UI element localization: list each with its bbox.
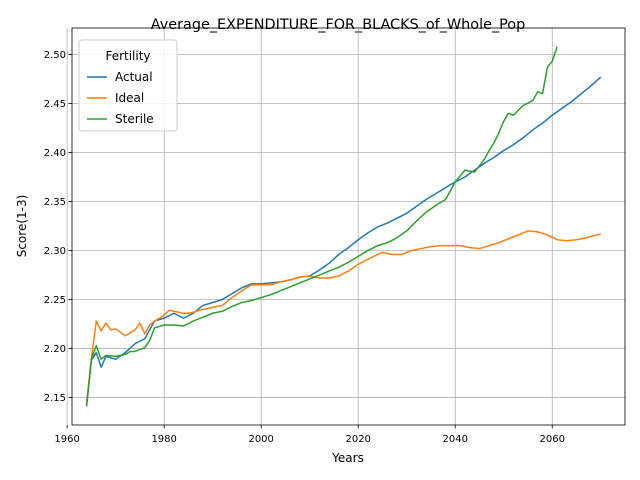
y-tick-label: 2.45 [44, 99, 66, 110]
x-tick-label: 1980 [151, 434, 176, 445]
x-tick-label: 2020 [345, 434, 370, 445]
y-tick-label: 2.40 [44, 148, 66, 159]
legend-label-actual: Actual [115, 70, 153, 84]
x-tick-label: 1960 [54, 434, 79, 445]
chart-title: Average_EXPENDITURE_FOR_BLACKS_of_Whole_… [151, 17, 526, 33]
plot-area-frame [71, 27, 626, 426]
legend-title: Fertility [105, 49, 150, 63]
y-tick-label: 2.20 [44, 344, 66, 355]
y-tick-label: 2.50 [44, 50, 66, 61]
legend-box [78, 39, 178, 132]
y-tick-label: 2.25 [44, 295, 66, 306]
x-axis-ticks: 1960 1980 2000 2020 2040 2060 [54, 425, 565, 445]
y-axis-ticks: 2.15 2.20 2.25 2.30 2.35 2.40 2.45 2.50 [44, 50, 72, 404]
series-line-sterile [85, 46, 558, 406]
x-tick-label: 2060 [540, 434, 565, 445]
y-tick-label: 2.30 [44, 246, 66, 257]
series-lines [85, 46, 602, 407]
y-tick-label: 2.15 [44, 393, 66, 404]
x-tick-label: 2040 [442, 434, 467, 445]
x-axis-label: Years [331, 451, 364, 465]
legend-label-ideal: Ideal [115, 91, 144, 105]
legend: Fertility Actual Ideal Sterile [78, 39, 178, 132]
x-tick-label: 2000 [248, 434, 273, 445]
y-tick-label: 2.35 [44, 197, 66, 208]
legend-label-sterile: Sterile [115, 112, 154, 126]
series-line-ideal [85, 230, 601, 404]
grid-lines [66, 28, 625, 425]
y-axis-label: Score(1-3) [15, 195, 29, 258]
